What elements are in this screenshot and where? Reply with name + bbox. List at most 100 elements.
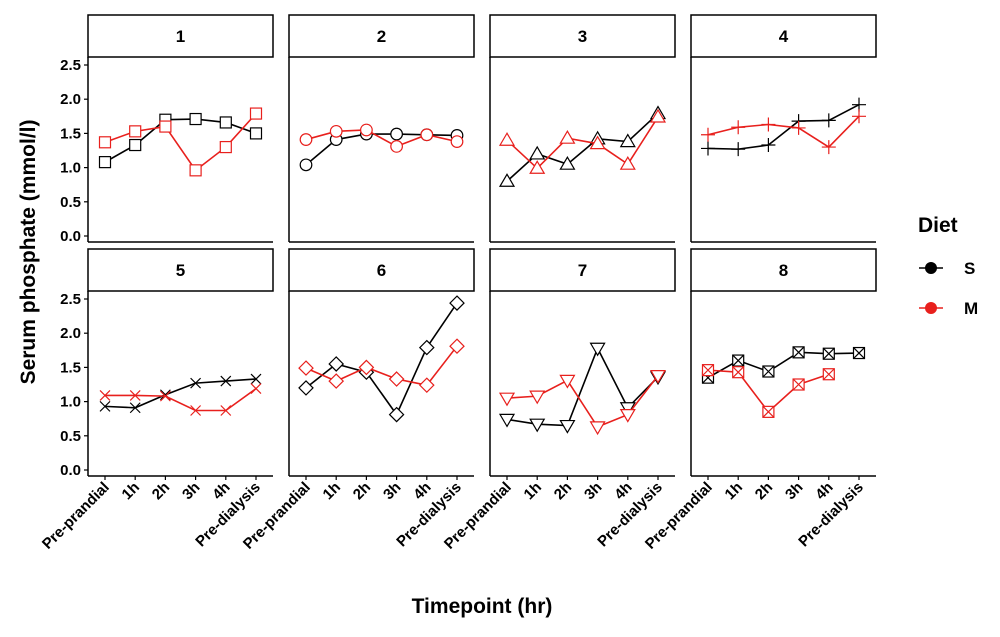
data-point-M [98, 136, 112, 149]
data-point-S [821, 113, 836, 128]
data-point-M [189, 164, 202, 177]
x-tick-label: 1h [119, 479, 143, 503]
y-tick-label: 0.5 [60, 428, 81, 445]
x-tick-label: 2h [752, 479, 776, 503]
x-tick-label: Pre-prandial [39, 479, 113, 553]
y-tick-label: 0.0 [60, 462, 81, 479]
data-point-M [390, 139, 404, 153]
facet-strip-label: 1 [176, 27, 185, 46]
data-point-S [328, 356, 345, 372]
y-tick-label: 2.0 [60, 91, 81, 108]
panel-4: 4 [690, 14, 877, 243]
data-point-S [388, 406, 405, 423]
facet-strip [489, 14, 676, 58]
facet-strip-label: 5 [176, 261, 185, 280]
data-point-M [559, 374, 576, 389]
data-point-M [299, 133, 313, 146]
data-point-M [329, 124, 343, 138]
x-tick-label: 3h [179, 479, 203, 503]
data-point-M [589, 421, 606, 436]
data-point-S [529, 418, 546, 433]
y-tick-label: 1.0 [60, 160, 81, 177]
panel-3: 3 [489, 14, 676, 243]
facet-panels: 1 0.0 0.5 1.0 1.5 2.0 2.5 2 3 4 5 0.0 0.5 1.0 1.5 2.0 2.… [39, 14, 877, 553]
data-point-M [732, 366, 745, 379]
y-tick-label: 2.0 [60, 325, 81, 342]
data-point-M [761, 117, 776, 132]
data-point-M [822, 368, 835, 381]
x-tick-label: 2h [350, 479, 374, 503]
panel-1: 1 0.0 0.5 1.0 1.5 2.0 2.5 [60, 14, 274, 245]
data-point-M [529, 160, 546, 174]
data-point-S [449, 295, 465, 311]
data-point-S [762, 365, 775, 378]
data-point-S [99, 400, 111, 412]
data-point-M [219, 140, 232, 154]
data-point-S [190, 377, 202, 389]
facet-strip-label: 7 [578, 261, 587, 280]
facet-strip-label: 4 [779, 27, 789, 46]
y-tick-label: 1.5 [60, 125, 81, 142]
y-tick-label: 0.0 [60, 228, 81, 245]
legend-title: Diet [918, 214, 958, 237]
data-point-S [298, 380, 314, 396]
facet-strip-label: 6 [377, 261, 386, 280]
data-point-S [249, 127, 263, 140]
facet-strip [690, 14, 877, 58]
data-point-M [852, 109, 866, 124]
data-point-S [792, 346, 805, 359]
data-point-S [852, 346, 866, 360]
data-point-M [762, 405, 775, 418]
legend: Diet S M [918, 214, 978, 318]
data-point-S [559, 155, 576, 170]
data-point-M [498, 132, 516, 146]
data-point-S [732, 354, 745, 367]
facet-strip [288, 14, 475, 58]
series-line-S [707, 351, 860, 379]
legend-label: S [964, 259, 975, 278]
data-point-M [821, 140, 836, 155]
data-point-M [449, 338, 465, 355]
series-line-S [506, 346, 659, 427]
data-point-M [298, 360, 314, 376]
x-tick-label: 3h [380, 479, 404, 503]
series-line-M [105, 387, 257, 412]
x-tick-label: 1h [722, 479, 746, 503]
series-line-S [104, 378, 257, 409]
legend-key-dot [925, 262, 937, 274]
data-point-M [589, 135, 606, 150]
series-line-S [305, 302, 458, 417]
data-point-M [249, 107, 263, 120]
data-point-S [299, 158, 313, 172]
data-point-S [589, 342, 606, 357]
data-point-M [498, 392, 516, 407]
data-point-S [619, 402, 636, 416]
y-tick-label: 1.5 [60, 359, 81, 376]
y-tick-label: 2.5 [60, 57, 81, 74]
y-tick-label: 1.0 [60, 394, 81, 411]
data-point-S [390, 127, 404, 141]
data-point-S [129, 402, 141, 414]
x-tick-label: 1h [320, 479, 344, 503]
y-tick-label: 2.5 [60, 291, 81, 308]
facet-strip [288, 248, 475, 292]
data-point-M [450, 135, 464, 149]
data-point-M [190, 405, 202, 416]
data-point-M [388, 371, 405, 387]
data-point-S [529, 145, 546, 160]
series-line-M [305, 129, 458, 148]
data-point-M [328, 373, 345, 389]
legend-item-M: M [919, 299, 978, 318]
data-point-M [619, 155, 636, 170]
data-point-M [99, 390, 111, 401]
x-axis-title: Timepoint (hr) [412, 595, 553, 618]
facet-strip-label: 3 [578, 27, 587, 46]
x-tick-label: 3h [782, 479, 806, 503]
data-point-S [250, 373, 262, 385]
data-point-M [701, 364, 715, 377]
